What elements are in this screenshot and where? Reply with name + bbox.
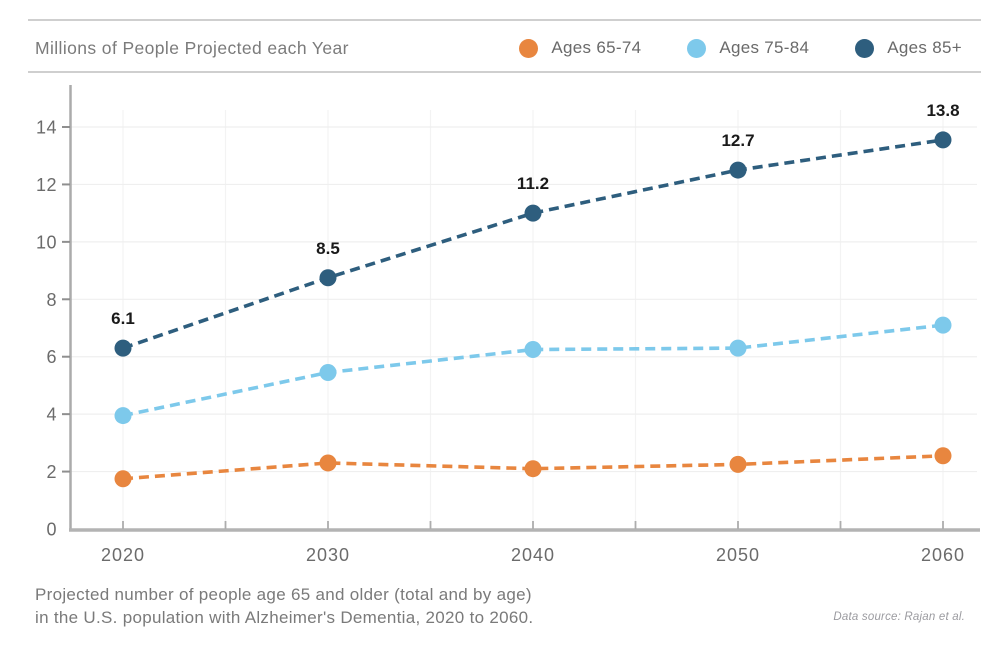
- x-tick-label: 2050: [716, 545, 760, 565]
- x-tick-label: 2030: [306, 545, 350, 565]
- point-label: 8.5: [316, 239, 340, 258]
- x-tick-label: 2060: [921, 545, 965, 565]
- data-point-ages-85: [524, 204, 542, 222]
- top-divider: [28, 19, 981, 21]
- x-tick-label: 2020: [101, 545, 145, 565]
- y-tick-label: 14: [36, 118, 57, 138]
- legend-item-ages-75-84: Ages 75-84: [687, 38, 809, 58]
- series-line-ages-85: [122, 138, 944, 350]
- point-label: 11.2: [517, 174, 549, 193]
- series-line-ages-65-74: [122, 453, 944, 481]
- point-label: 12.7: [721, 131, 754, 150]
- y-tick-label: 6: [46, 347, 57, 367]
- data-point-ages-85: [729, 161, 747, 179]
- legend-item-ages-65-74: Ages 65-74: [519, 38, 641, 58]
- data-point-ages-85: [114, 339, 132, 357]
- data-point-ages-85: [934, 131, 952, 149]
- data-point-ages-75-84: [319, 364, 337, 382]
- y-tick-label: 0: [46, 520, 57, 540]
- x-tick-label: 2040: [511, 545, 555, 565]
- legend-swatch-ages-85: [855, 38, 875, 58]
- data-point-ages-65-74: [934, 447, 952, 465]
- chart-header: Millions of People Projected each Year A…: [35, 32, 962, 64]
- chart-caption: Projected number of people age 65 and ol…: [35, 583, 533, 629]
- data-point-ages-65-74: [524, 460, 542, 478]
- legend-swatch-ages-65-74: [519, 38, 539, 58]
- chart-legend: Ages 65-74 Ages 75-84 Ages 85+: [519, 38, 962, 58]
- y-tick-label: 4: [46, 405, 57, 425]
- data-point-ages-65-74: [729, 455, 747, 473]
- data-point-ages-65-74: [114, 470, 132, 488]
- legend-label: Ages 75-84: [719, 38, 810, 57]
- y-tick-label: 2: [46, 462, 57, 482]
- legend-label: Ages 85+: [887, 38, 962, 57]
- chart-title: Millions of People Projected each Year: [35, 37, 349, 58]
- data-point-ages-75-84: [729, 339, 747, 357]
- caption-line-2: in the U.S. population with Alzheimer's …: [35, 608, 534, 627]
- y-tick-label: 10: [36, 232, 57, 252]
- legend-item-ages-85: Ages 85+: [855, 38, 962, 58]
- data-point-ages-75-84: [934, 316, 952, 334]
- data-point-ages-75-84: [114, 407, 132, 425]
- point-label: 6.1: [111, 309, 135, 328]
- data-source: Data source: Rajan et al.: [833, 611, 965, 623]
- header-divider: [28, 71, 981, 73]
- y-tick-label: 12: [36, 175, 57, 195]
- data-point-ages-65-74: [319, 454, 337, 472]
- legend-swatch-ages-75-84: [687, 38, 707, 58]
- series-line-ages-75-84: [122, 323, 944, 418]
- y-tick-label: 8: [46, 290, 57, 310]
- legend-label: Ages 65-74: [551, 38, 642, 57]
- caption-line-1: Projected number of people age 65 and ol…: [35, 585, 532, 604]
- data-point-ages-85: [319, 269, 337, 287]
- point-label: 13.8: [926, 101, 959, 120]
- data-point-ages-75-84: [524, 341, 542, 359]
